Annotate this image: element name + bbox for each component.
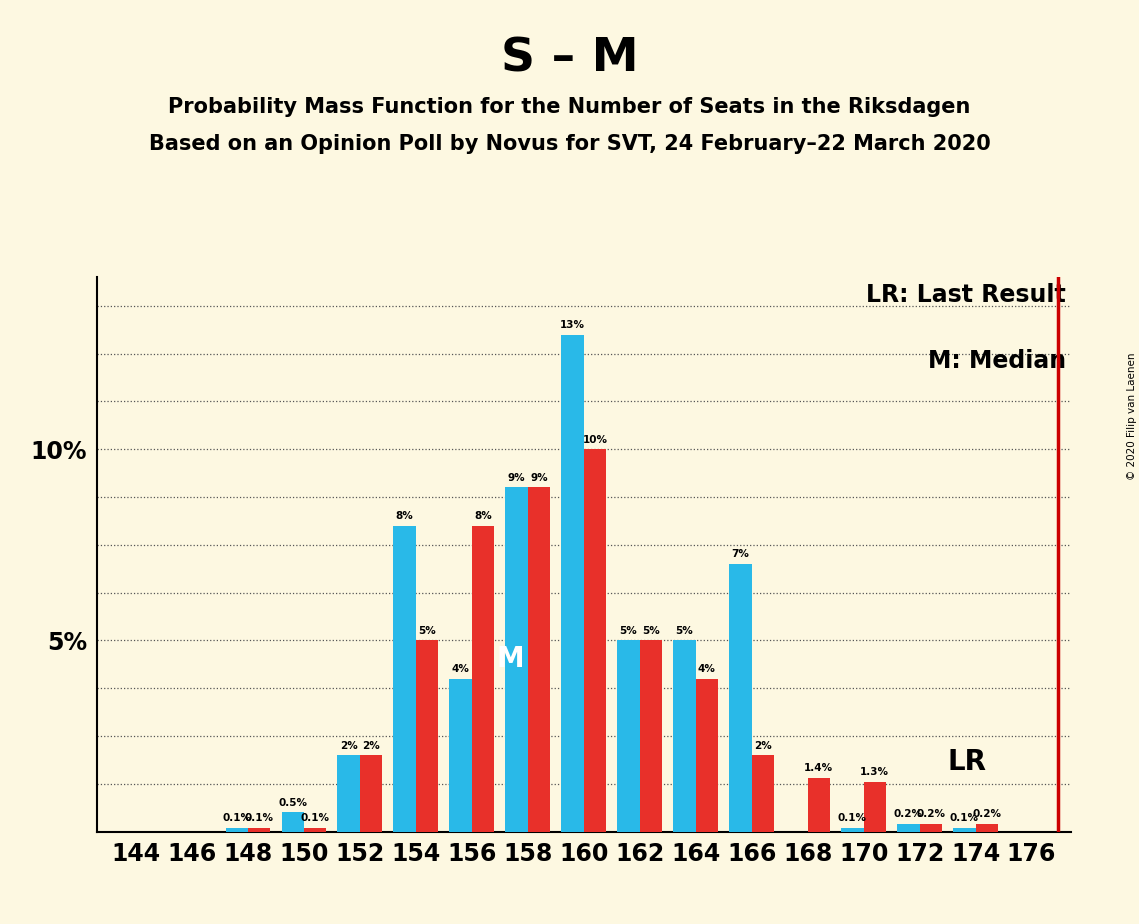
Text: 2%: 2% bbox=[339, 740, 358, 750]
Bar bbox=[304, 828, 326, 832]
Text: 5%: 5% bbox=[675, 626, 694, 636]
Bar bbox=[226, 828, 248, 832]
Text: 0.2%: 0.2% bbox=[916, 809, 945, 820]
Text: © 2020 Filip van Laenen: © 2020 Filip van Laenen bbox=[1126, 352, 1137, 480]
Bar bbox=[281, 812, 304, 832]
Text: Probability Mass Function for the Number of Seats in the Riksdagen: Probability Mass Function for the Number… bbox=[169, 97, 970, 117]
Text: 10%: 10% bbox=[582, 434, 607, 444]
Text: 9%: 9% bbox=[530, 473, 548, 483]
Text: 8%: 8% bbox=[474, 511, 492, 521]
Bar bbox=[919, 824, 942, 832]
Text: S – M: S – M bbox=[501, 37, 638, 82]
Bar bbox=[527, 488, 550, 832]
Text: 0.1%: 0.1% bbox=[245, 813, 273, 823]
Text: 0.1%: 0.1% bbox=[950, 813, 978, 823]
Text: M: Median: M: Median bbox=[927, 349, 1066, 373]
Bar bbox=[696, 678, 718, 832]
Bar bbox=[360, 755, 383, 832]
Text: 0.5%: 0.5% bbox=[278, 798, 308, 808]
Bar bbox=[416, 640, 439, 832]
Text: 0.2%: 0.2% bbox=[973, 809, 1001, 820]
Bar bbox=[337, 755, 360, 832]
Text: 2%: 2% bbox=[754, 740, 772, 750]
Bar bbox=[752, 755, 775, 832]
Bar bbox=[898, 824, 919, 832]
Text: 8%: 8% bbox=[395, 511, 413, 521]
Text: 7%: 7% bbox=[731, 550, 749, 559]
Bar bbox=[248, 828, 270, 832]
Bar bbox=[617, 640, 640, 832]
Text: 4%: 4% bbox=[698, 664, 715, 675]
Bar bbox=[842, 828, 863, 832]
Bar bbox=[562, 334, 583, 832]
Text: 0.1%: 0.1% bbox=[838, 813, 867, 823]
Bar bbox=[729, 564, 752, 832]
Text: 4%: 4% bbox=[452, 664, 469, 675]
Bar bbox=[472, 526, 494, 832]
Text: Based on an Opinion Poll by Novus for SVT, 24 February–22 March 2020: Based on an Opinion Poll by Novus for SV… bbox=[148, 134, 991, 154]
Bar bbox=[975, 824, 998, 832]
Text: 5%: 5% bbox=[620, 626, 638, 636]
Text: M: M bbox=[497, 645, 525, 674]
Text: 13%: 13% bbox=[560, 320, 585, 330]
Bar bbox=[583, 449, 606, 832]
Bar bbox=[953, 828, 975, 832]
Text: LR: LR bbox=[948, 748, 986, 776]
Text: 1.3%: 1.3% bbox=[860, 767, 890, 777]
Text: 1.4%: 1.4% bbox=[804, 763, 834, 773]
Text: 0.1%: 0.1% bbox=[301, 813, 329, 823]
Bar bbox=[863, 782, 886, 832]
Text: LR: Last Result: LR: Last Result bbox=[866, 283, 1066, 307]
Text: 2%: 2% bbox=[362, 740, 380, 750]
Text: 0.2%: 0.2% bbox=[894, 809, 923, 820]
Text: 0.1%: 0.1% bbox=[222, 813, 252, 823]
Bar bbox=[450, 678, 472, 832]
Bar bbox=[808, 778, 830, 832]
Bar bbox=[393, 526, 416, 832]
Bar bbox=[673, 640, 696, 832]
Text: 5%: 5% bbox=[642, 626, 659, 636]
Bar bbox=[640, 640, 662, 832]
Text: 5%: 5% bbox=[418, 626, 436, 636]
Bar bbox=[506, 488, 527, 832]
Text: 9%: 9% bbox=[508, 473, 525, 483]
